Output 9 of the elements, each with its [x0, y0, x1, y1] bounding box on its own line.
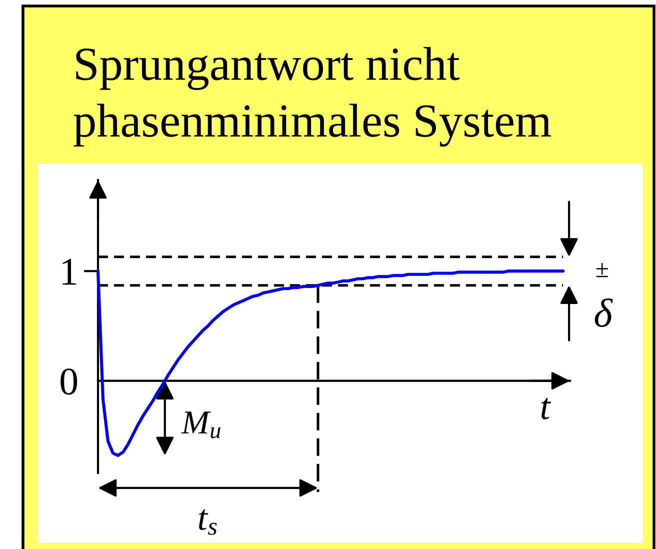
annotation: M$_{u}$ [181, 412, 220, 438]
y-tick-label: 1 [62, 258, 76, 285]
y-tick-label: 0 [60, 368, 78, 395]
chart-title: Sprungantwort nicht phasenminimales System [74, 47, 551, 147]
line-series [96, 270, 565, 457]
text: δ [594, 298, 613, 327]
text: ± [596, 262, 608, 278]
x-axis-title: t [541, 398, 551, 420]
text: t$_{s}$ [198, 509, 217, 535]
